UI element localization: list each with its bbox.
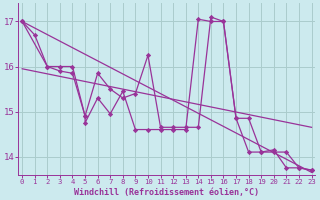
X-axis label: Windchill (Refroidissement éolien,°C): Windchill (Refroidissement éolien,°C) — [74, 188, 259, 197]
